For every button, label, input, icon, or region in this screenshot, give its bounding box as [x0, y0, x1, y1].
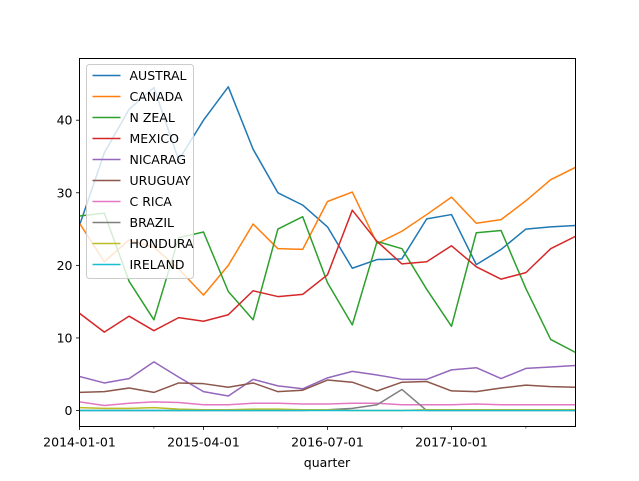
- y-tick-label: 40: [57, 113, 73, 128]
- x-axis: 2014-01-01 2015-04-01 2016-07-01 2017-10-01: [43, 426, 527, 450]
- legend-label: BRAZIL: [130, 215, 175, 230]
- series-line-mexico: [79, 209, 576, 333]
- series-lines: [79, 86, 576, 412]
- legend-label: MEXICO: [130, 131, 180, 146]
- x-tick-label: 2017-10-01: [415, 435, 488, 450]
- legend-label: N ZEAL: [130, 110, 175, 125]
- x-axis-title: quarter: [304, 455, 351, 470]
- legend-label: URUGUAY: [130, 173, 191, 188]
- series-line-uruguay: [79, 379, 576, 394]
- legend: AUSTRAL CANADA N ZEAL MEXICO NICARAG URUGUAY C…: [86, 64, 195, 279]
- series-line-c-rica: [79, 401, 576, 407]
- y-axis: 0 10 20 30 40: [57, 113, 80, 418]
- x-tick-label: 2015-04-01: [167, 435, 240, 450]
- legend-label: C RICA: [130, 194, 173, 209]
- y-tick-label: 20: [57, 258, 73, 273]
- x-tick-label: 2014-01-01: [43, 435, 116, 450]
- legend-label: HONDURA: [130, 236, 195, 251]
- y-tick-label: 0: [65, 403, 73, 418]
- legend-label: IRELAND: [130, 257, 185, 272]
- legend-label: AUSTRAL: [130, 68, 187, 83]
- y-tick-label: 10: [57, 330, 73, 345]
- series-line-n-zeal: [79, 212, 576, 354]
- legend-label: CANADA: [130, 89, 184, 104]
- y-tick-label: 30: [57, 185, 73, 200]
- legend-label: NICARAG: [130, 152, 187, 167]
- series-line-nicarag: [79, 361, 576, 397]
- x-tick-label: 2016-07-01: [291, 435, 364, 450]
